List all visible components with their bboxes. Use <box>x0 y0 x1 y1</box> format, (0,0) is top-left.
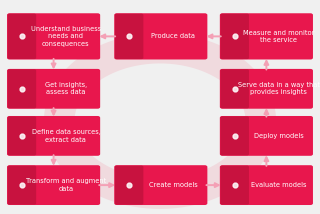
FancyBboxPatch shape <box>220 69 249 108</box>
FancyBboxPatch shape <box>220 14 249 59</box>
FancyBboxPatch shape <box>8 14 36 59</box>
FancyBboxPatch shape <box>115 14 143 59</box>
Text: Measure and monitor
the service: Measure and monitor the service <box>243 30 315 43</box>
FancyBboxPatch shape <box>8 116 36 155</box>
FancyBboxPatch shape <box>7 69 100 109</box>
FancyBboxPatch shape <box>8 166 36 205</box>
FancyBboxPatch shape <box>220 116 249 155</box>
FancyBboxPatch shape <box>7 165 100 205</box>
FancyBboxPatch shape <box>7 13 100 59</box>
FancyBboxPatch shape <box>114 165 207 205</box>
Text: Evaluate models: Evaluate models <box>251 182 307 188</box>
Text: Understand business
needs and
consequences: Understand business needs and consequenc… <box>31 26 101 47</box>
Text: Transform and augment
data: Transform and augment data <box>26 178 106 192</box>
Text: Define data sources,
extract data: Define data sources, extract data <box>32 129 100 143</box>
Text: Produce data: Produce data <box>151 33 195 39</box>
FancyBboxPatch shape <box>220 165 313 205</box>
FancyBboxPatch shape <box>220 116 313 156</box>
FancyBboxPatch shape <box>114 13 207 59</box>
FancyBboxPatch shape <box>220 166 249 205</box>
FancyBboxPatch shape <box>115 166 143 205</box>
FancyBboxPatch shape <box>7 116 100 156</box>
Text: Deploy models: Deploy models <box>254 133 304 139</box>
Text: Get insights,
assess data: Get insights, assess data <box>45 82 87 95</box>
Text: Create models: Create models <box>149 182 197 188</box>
FancyBboxPatch shape <box>8 69 36 108</box>
FancyBboxPatch shape <box>220 69 313 109</box>
FancyBboxPatch shape <box>220 13 313 59</box>
Text: Serve data in a way that
provides insights: Serve data in a way that provides insigh… <box>238 82 320 95</box>
